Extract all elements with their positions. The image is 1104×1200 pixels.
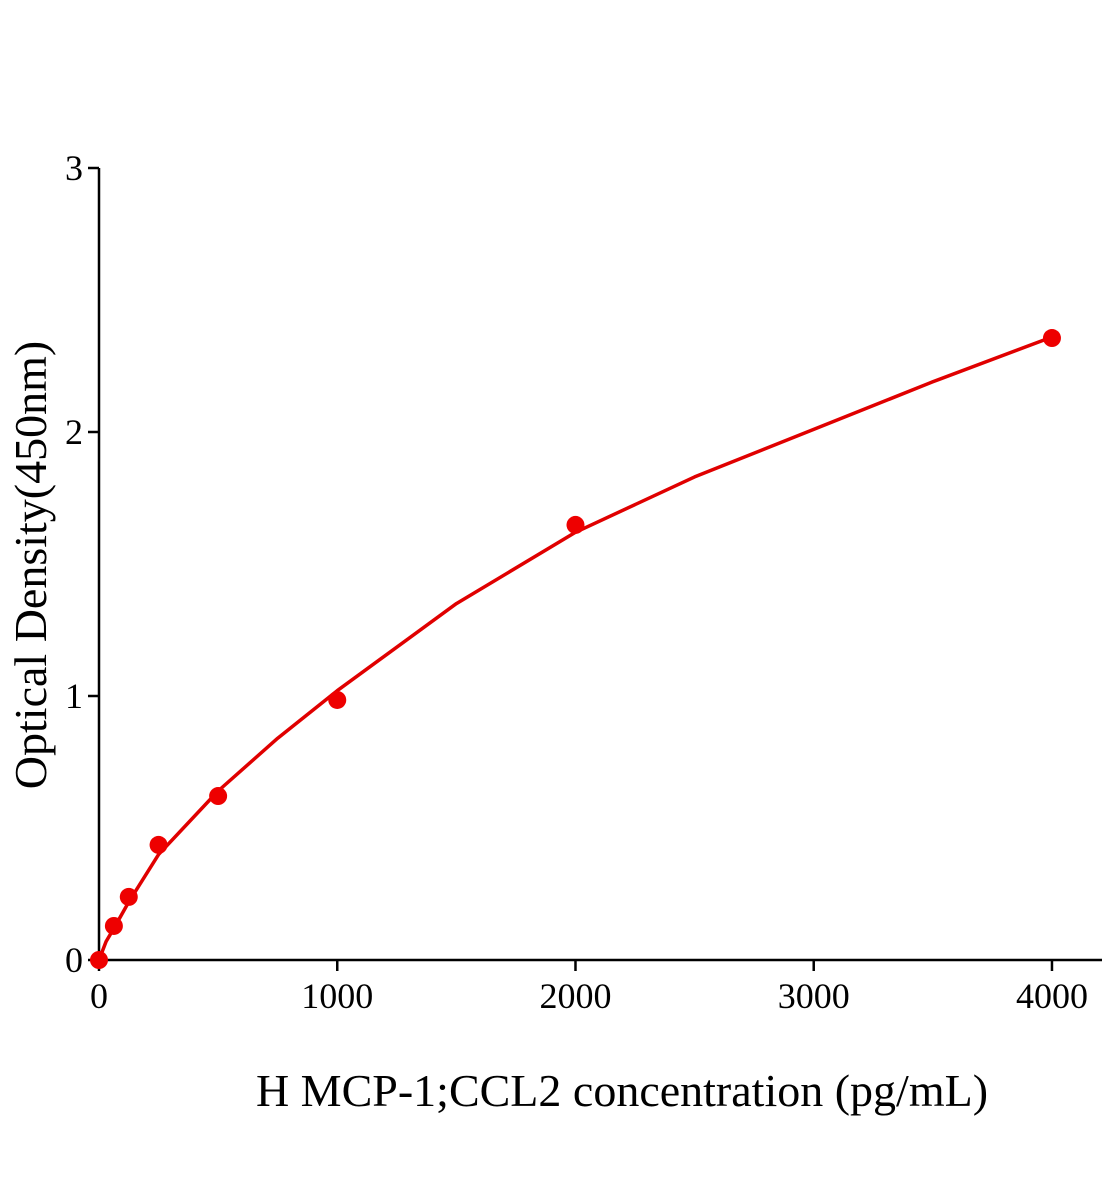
data-point [328,690,347,709]
x-tick-label: 1000 [301,976,373,1016]
y-tick-label: 0 [65,940,83,980]
x-tick-label: 4000 [1016,976,1088,1016]
x-tick-label: 2000 [539,976,611,1016]
data-point [566,515,585,534]
y-tick-label: 1 [65,676,83,716]
data-point [209,787,228,806]
data-point [119,887,138,906]
data-point [1042,329,1061,348]
x-tick-label: 0 [90,976,108,1016]
x-tick-label: 3000 [778,976,850,1016]
data-point [149,835,168,854]
y-axis-label: Optical Density(450nm) [5,341,56,789]
x-axis-label: H MCP-1;CCL2 concentration (pg/mL) [256,1065,988,1116]
fit-curve [97,335,1053,961]
y-tick-label: 2 [65,412,83,452]
data-point [90,951,108,969]
y-tick-label: 3 [65,148,83,188]
data-point [104,916,123,935]
